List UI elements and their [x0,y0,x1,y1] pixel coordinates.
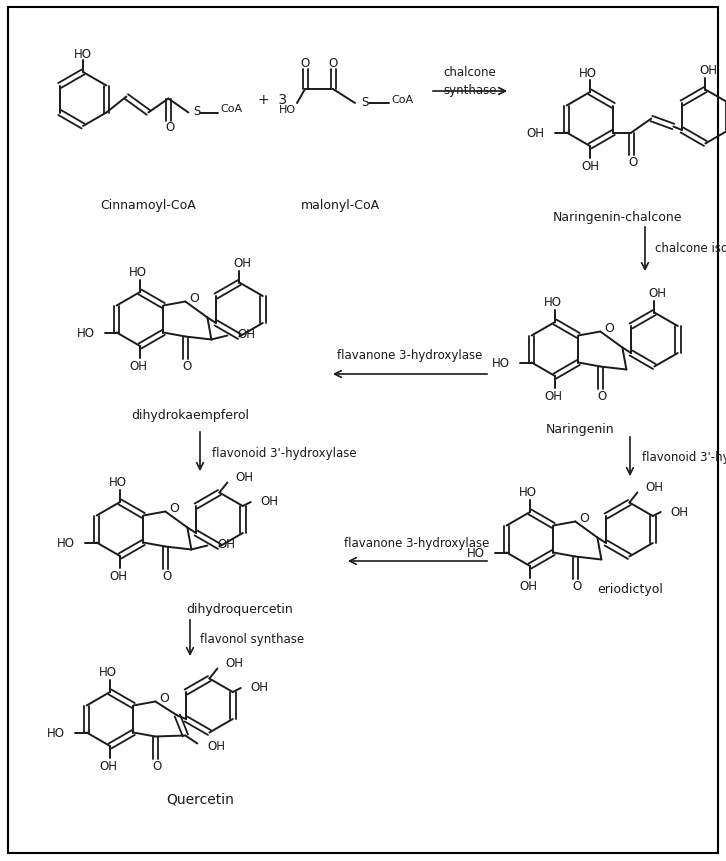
Text: flavanone 3-hydroxylase: flavanone 3-hydroxylase [344,537,490,550]
Text: S: S [361,96,368,108]
Text: HO: HO [46,726,65,739]
Text: O: O [152,759,162,772]
Text: Naringenin: Naringenin [546,423,614,436]
Text: OH: OH [217,537,235,550]
Text: O: O [163,569,172,582]
Text: eriodictyol: eriodictyol [597,583,663,596]
Text: OH: OH [648,287,666,300]
Text: OH: OH [233,257,251,269]
Text: OH: OH [645,480,664,493]
Text: O: O [189,292,199,305]
Text: HO: HO [544,296,562,309]
Text: HO: HO [279,105,295,115]
Text: OH: OH [699,64,717,77]
Text: OH: OH [519,579,537,593]
Text: O: O [573,579,582,592]
Text: OH: OH [250,681,269,694]
Text: flavonol synthase: flavonol synthase [200,633,304,646]
Text: flavonoid 3'-hydroxylase: flavonoid 3'-hydroxylase [212,446,356,459]
Text: chalcone: chalcone [444,65,497,78]
Text: HO: HO [99,666,117,678]
Text: Cinnamoyl-CoA: Cinnamoyl-CoA [100,198,196,211]
Text: HO: HO [467,547,485,560]
Text: O: O [169,501,179,514]
Text: OH: OH [544,390,562,403]
Text: Quercetin: Quercetin [166,792,234,806]
Text: O: O [166,121,175,133]
Text: O: O [328,57,338,70]
Text: O: O [160,691,169,704]
Text: OH: OH [109,570,127,583]
Text: O: O [597,389,607,403]
Text: OH: OH [225,656,243,669]
Text: OH: OH [237,328,256,341]
Text: OH: OH [235,470,253,483]
Text: HO: HO [77,326,94,339]
Text: HO: HO [492,356,510,369]
Text: CoA: CoA [391,95,413,105]
Text: flavonoid 3'-hydroxylase: flavonoid 3'-hydroxylase [642,451,726,464]
Text: CoA: CoA [221,104,242,115]
Text: flavanone 3-hydroxylase: flavanone 3-hydroxylase [338,349,483,362]
Text: malonyl-CoA: malonyl-CoA [301,198,380,211]
Text: +  3: + 3 [258,93,287,107]
Text: O: O [629,156,638,169]
Text: OH: OH [261,495,279,508]
Text: dihydrokaempferol: dihydrokaempferol [131,408,249,421]
Text: OH: OH [208,739,225,753]
Text: HO: HO [57,536,75,549]
Text: HO: HO [579,66,597,79]
Text: O: O [301,57,309,70]
Text: O: O [579,511,590,524]
Text: OH: OH [581,160,599,173]
Text: HO: HO [129,266,147,279]
Text: OH: OH [99,759,117,772]
Text: dihydroquercetin: dihydroquercetin [187,603,293,616]
Text: O: O [183,360,192,373]
Text: HO: HO [519,486,537,499]
Text: Naringenin-chalcone: Naringenin-chalcone [552,211,682,224]
Text: chalcone isomerase: chalcone isomerase [655,241,726,254]
Text: synthase: synthase [444,84,497,96]
Text: OH: OH [671,505,689,518]
Text: OH: OH [129,360,147,373]
Text: S: S [193,105,201,118]
Text: OH: OH [526,127,544,139]
Text: HO: HO [74,47,92,60]
Text: HO: HO [109,476,127,489]
Text: O: O [604,322,614,335]
